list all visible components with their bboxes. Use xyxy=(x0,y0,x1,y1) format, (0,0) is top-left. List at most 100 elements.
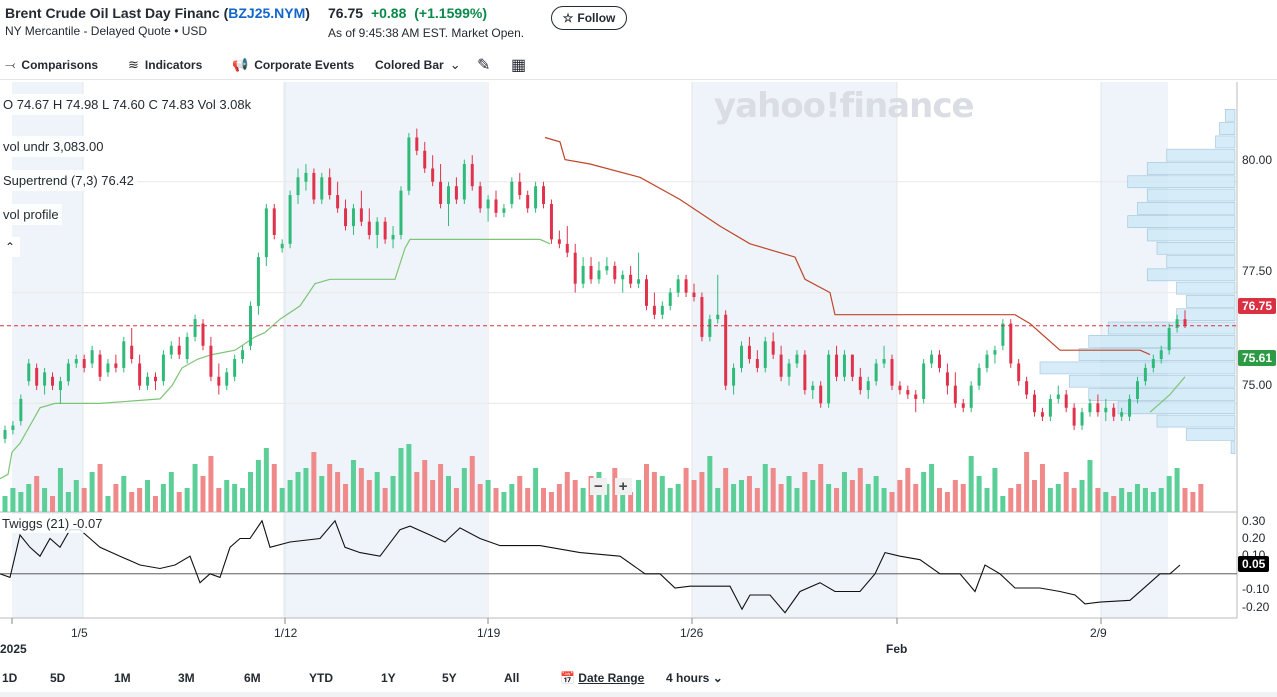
comparisons-label: Comparisons xyxy=(21,58,99,72)
indicators-icon: ≋ xyxy=(128,57,139,72)
price-change: +0.88 xyxy=(370,5,407,21)
supertrend-legend[interactable]: Supertrend (7,3) 76.42 xyxy=(0,170,137,191)
volume-bar xyxy=(913,484,919,512)
chart-type-dropdown[interactable]: Colored Bar ⌄ xyxy=(375,57,461,73)
volume-bar xyxy=(849,480,855,512)
chevron-up-icon: ⌃ xyxy=(4,240,16,254)
volume-bar xyxy=(1190,492,1196,512)
candle-body xyxy=(1025,381,1029,395)
candle-body xyxy=(407,137,411,191)
volume-bar xyxy=(1158,488,1164,512)
candle-body xyxy=(264,208,268,258)
volume-profile-bar xyxy=(1215,135,1236,149)
range-1m[interactable]: 1M xyxy=(114,671,131,685)
candle-body xyxy=(1009,323,1013,364)
candle-body xyxy=(225,372,229,386)
volume-bar xyxy=(1103,492,1109,512)
ticker-symbol[interactable]: BZJ25.NYM xyxy=(228,5,306,21)
volume-bar xyxy=(382,488,388,512)
volume-bar xyxy=(57,468,63,512)
candle-body xyxy=(542,186,546,204)
range-6m[interactable]: 6M xyxy=(244,671,261,685)
volume-bar xyxy=(889,492,895,512)
range-1y[interactable]: 1Y xyxy=(381,671,396,685)
volume-bar xyxy=(762,464,768,512)
volume-bar xyxy=(287,480,293,512)
volume-bar xyxy=(73,480,79,512)
volume-bar xyxy=(422,460,428,512)
date-range-button[interactable]: 📅 Date Range xyxy=(560,671,644,685)
volume-bar xyxy=(944,492,950,512)
corporate-events-button[interactable]: 📢 Corporate Events xyxy=(232,57,354,73)
volume-profile-bar xyxy=(1068,374,1236,388)
candle-body xyxy=(716,314,720,320)
volume-bar xyxy=(160,484,166,512)
volume-profile-bar xyxy=(1107,321,1236,335)
candle-body xyxy=(470,164,474,187)
draw-button[interactable]: ✎ xyxy=(477,55,490,75)
candle-body xyxy=(383,221,387,240)
volume-bar xyxy=(1008,488,1014,512)
indicators-button[interactable]: ≋ Indicators xyxy=(128,57,202,73)
range-5y[interactable]: 5Y xyxy=(442,671,457,685)
candle-body xyxy=(3,429,7,439)
candle-body xyxy=(866,381,870,391)
volume-bar xyxy=(778,484,784,512)
volume-legend[interactable]: vol undr 3,083.00 xyxy=(0,136,107,157)
range-ytd[interactable]: YTD xyxy=(309,671,333,685)
price-block: 76.75 +0.88 (+1.1599%) xyxy=(328,5,487,21)
candle-body xyxy=(431,168,435,182)
volume-bar xyxy=(960,484,966,512)
volume-bar xyxy=(493,488,499,512)
candle-body xyxy=(1159,350,1163,360)
price-chart[interactable]: yahoo!finance O 74.67 H 74.98 L 74.60 C … xyxy=(0,82,1277,662)
x-tick-label: Feb xyxy=(886,642,908,656)
candle-body xyxy=(763,341,767,368)
volume-bar xyxy=(453,488,459,512)
volume-bar xyxy=(1039,464,1045,512)
volume-profile-legend[interactable]: vol profile xyxy=(0,204,62,225)
interval-dropdown[interactable]: 4 hours ⌄ xyxy=(666,671,723,685)
candle-body xyxy=(90,350,94,364)
corporate-events-label: Corporate Events xyxy=(254,58,355,72)
volume-bar xyxy=(810,480,816,512)
calculator-button[interactable]: ▦ xyxy=(511,55,526,75)
volume-bar xyxy=(651,472,657,512)
candle-body xyxy=(1175,319,1179,329)
candle-body xyxy=(130,345,134,360)
range-3m[interactable]: 3M xyxy=(178,671,195,685)
volume-bar xyxy=(445,476,451,512)
follow-button[interactable]: ☆ Follow xyxy=(551,6,627,30)
volume-bar xyxy=(374,472,380,512)
candle-body xyxy=(304,172,308,182)
volume-bar xyxy=(390,476,396,512)
yahoo-finance-watermark: yahoo!finance xyxy=(714,86,975,126)
last-price-tag: 76.75 xyxy=(1238,298,1277,314)
range-5d[interactable]: 5D xyxy=(50,671,66,685)
volume-bar xyxy=(643,464,649,512)
zoom-in-button[interactable]: + xyxy=(614,478,632,495)
comparisons-button[interactable]: ⤙ Comparisons xyxy=(5,57,98,73)
volume-bar xyxy=(580,488,586,512)
volume-bar xyxy=(1032,480,1038,512)
candle-body xyxy=(1104,407,1108,413)
volume-bar xyxy=(992,468,998,512)
candle-body xyxy=(945,372,949,386)
x-tick-label: 1/5 xyxy=(71,626,88,640)
volume-bar xyxy=(556,484,562,512)
volume-bar xyxy=(968,456,974,512)
collapse-legend-button[interactable]: ⌃ xyxy=(0,237,20,257)
volume-bar xyxy=(485,480,491,512)
x-tick-label: 2/9 xyxy=(1090,626,1107,640)
volume-bar xyxy=(541,488,547,512)
chart-canvas[interactable] xyxy=(0,82,1277,662)
volume-bar xyxy=(97,464,103,512)
volume-bar xyxy=(311,452,317,512)
twiggs-legend[interactable]: Twiggs (21) -0.07 xyxy=(0,514,105,533)
range-all[interactable]: All xyxy=(504,671,520,685)
volume-bar xyxy=(1119,488,1125,512)
range-1d[interactable]: 1D xyxy=(2,671,18,685)
candle-body xyxy=(771,341,775,355)
candle-body xyxy=(1112,407,1116,417)
zoom-out-button[interactable]: − xyxy=(590,478,607,495)
